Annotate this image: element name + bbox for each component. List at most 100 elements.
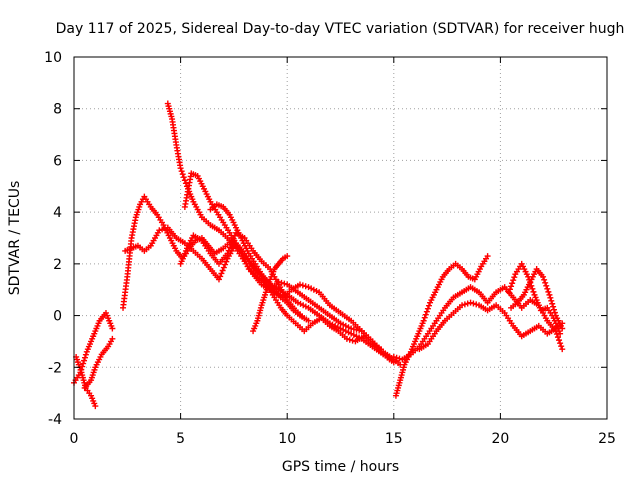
grid bbox=[74, 57, 607, 419]
x-tick-label: 25 bbox=[598, 431, 616, 447]
data-point bbox=[296, 281, 303, 288]
data-point bbox=[225, 247, 232, 254]
data-point bbox=[81, 354, 88, 361]
data-point bbox=[92, 403, 99, 410]
data-point bbox=[547, 294, 554, 301]
data-point bbox=[548, 297, 555, 304]
y-tick-label: 2 bbox=[53, 257, 62, 273]
y-tick-label: -4 bbox=[48, 412, 62, 428]
data-point bbox=[557, 330, 564, 337]
data-point bbox=[530, 288, 537, 295]
data-point bbox=[529, 285, 536, 292]
data-point bbox=[550, 303, 557, 310]
data-point bbox=[558, 343, 565, 350]
data-point bbox=[511, 274, 518, 281]
data-point bbox=[470, 300, 477, 307]
tick-layer: 0 5 10 15 20 25 -4 -2 0 2 4 6 8 10 bbox=[44, 50, 616, 447]
data-point bbox=[223, 258, 230, 265]
data-point bbox=[467, 299, 474, 306]
data-point bbox=[215, 276, 222, 283]
data-point bbox=[420, 317, 427, 324]
data-point bbox=[549, 300, 556, 307]
data-point bbox=[505, 289, 512, 296]
data-point bbox=[177, 165, 184, 172]
series-track bbox=[181, 170, 385, 353]
data-point bbox=[228, 241, 235, 248]
data-point bbox=[545, 288, 552, 295]
data-point bbox=[556, 337, 563, 344]
x-tick-label: 5 bbox=[176, 431, 185, 447]
series-track bbox=[416, 299, 566, 353]
data-point bbox=[222, 261, 229, 268]
plot-frame bbox=[73, 56, 608, 420]
x-tick-label: 20 bbox=[491, 431, 509, 447]
data-point bbox=[421, 314, 428, 321]
data-point bbox=[178, 168, 185, 175]
data-point bbox=[180, 174, 187, 181]
data-point bbox=[346, 336, 353, 343]
data-point bbox=[182, 180, 189, 187]
x-tick-label: 10 bbox=[278, 431, 296, 447]
series-track bbox=[207, 201, 312, 324]
data-point bbox=[224, 250, 231, 257]
data-point bbox=[181, 177, 188, 184]
data-point bbox=[343, 335, 350, 342]
series-layer bbox=[71, 100, 566, 410]
data-point bbox=[305, 317, 312, 324]
data-point bbox=[390, 353, 397, 360]
data-point bbox=[284, 253, 291, 260]
series-track bbox=[250, 253, 291, 335]
chart-title: Day 117 of 2025, Sidereal Day-to-day VTE… bbox=[56, 21, 625, 37]
y-tick-label: 8 bbox=[53, 102, 62, 118]
data-point bbox=[230, 235, 237, 242]
x-tick-label: 15 bbox=[385, 431, 403, 447]
data-point bbox=[508, 283, 515, 290]
data-point bbox=[82, 351, 89, 358]
data-point bbox=[219, 267, 226, 274]
data-point bbox=[231, 232, 238, 239]
data-point bbox=[161, 225, 168, 232]
series-track bbox=[392, 253, 491, 399]
data-point bbox=[540, 273, 547, 280]
data-point bbox=[424, 305, 431, 312]
data-point bbox=[281, 280, 288, 287]
data-point bbox=[551, 306, 558, 313]
data-point bbox=[378, 346, 385, 353]
data-point bbox=[506, 286, 513, 293]
data-point bbox=[484, 253, 491, 260]
data-point bbox=[554, 334, 561, 341]
data-point bbox=[302, 283, 309, 290]
y-tick-label: -2 bbox=[48, 360, 62, 376]
y-tick-label: 4 bbox=[53, 205, 62, 221]
data-point bbox=[557, 340, 564, 347]
data-point bbox=[542, 279, 549, 286]
data-point bbox=[229, 238, 236, 245]
x-tick-label: 0 bbox=[70, 431, 79, 447]
data-point bbox=[80, 360, 87, 367]
data-point bbox=[541, 276, 548, 283]
data-point bbox=[81, 357, 88, 364]
data-point bbox=[299, 282, 306, 289]
data-point bbox=[226, 244, 233, 251]
data-point bbox=[217, 273, 224, 280]
data-point bbox=[220, 264, 227, 271]
data-point bbox=[544, 285, 551, 292]
data-point bbox=[459, 302, 466, 309]
data-point bbox=[218, 270, 225, 277]
data-point bbox=[109, 325, 116, 332]
data-point bbox=[559, 325, 566, 332]
data-point bbox=[543, 282, 550, 289]
data-point bbox=[393, 354, 400, 361]
data-point bbox=[156, 227, 163, 234]
series-track bbox=[508, 266, 566, 332]
data-point bbox=[159, 226, 166, 233]
data-point bbox=[464, 300, 471, 307]
y-tick-label: 6 bbox=[53, 153, 62, 169]
data-point bbox=[109, 335, 116, 342]
data-point bbox=[551, 309, 558, 316]
series-track bbox=[81, 335, 116, 391]
data-point bbox=[425, 302, 432, 309]
x-axis-label: GPS time / hours bbox=[282, 459, 399, 475]
